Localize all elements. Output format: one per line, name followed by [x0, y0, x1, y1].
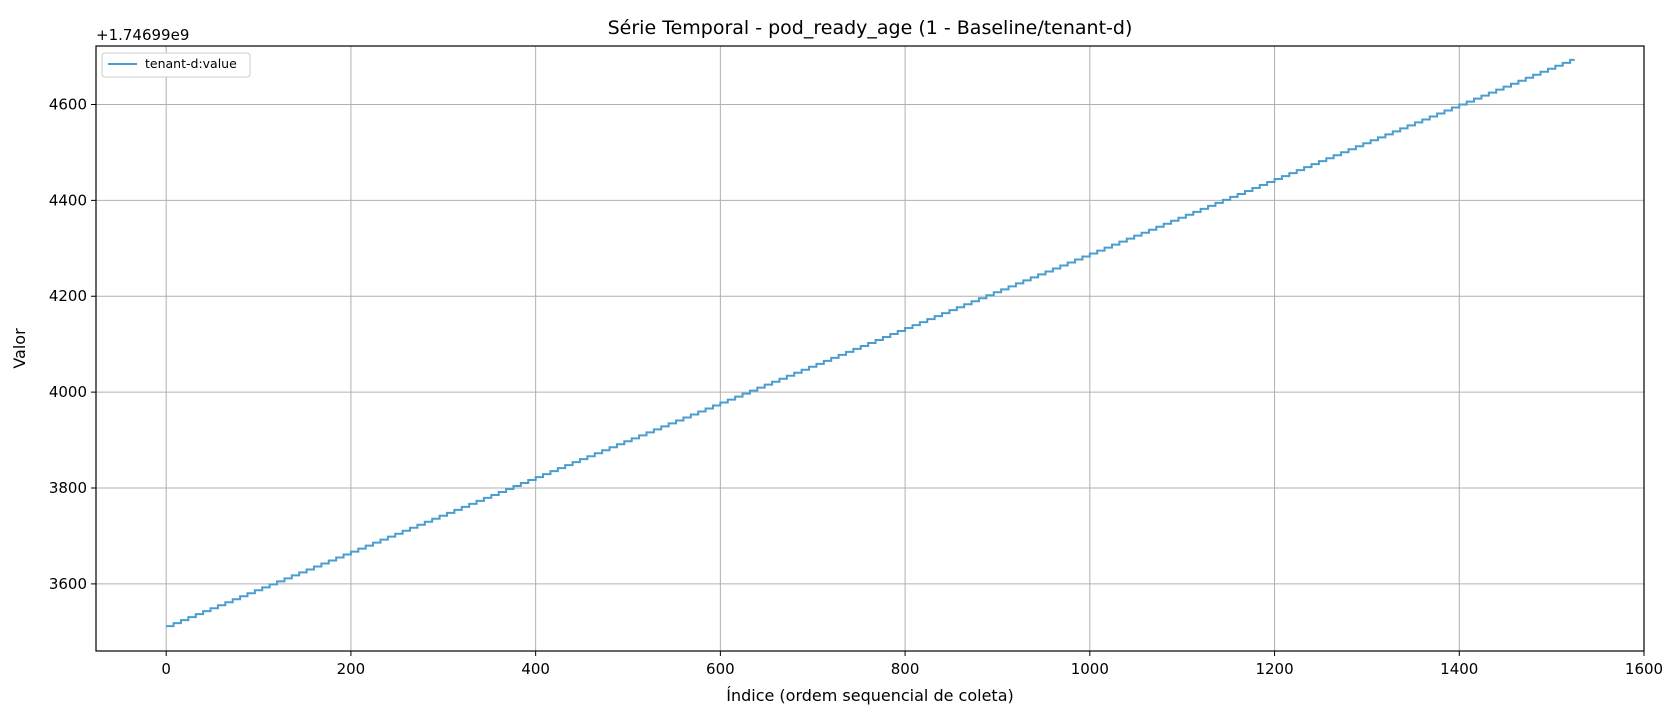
y-axis-offset-label: +1.74699e9 [96, 26, 189, 44]
y-axis-label: Valor [10, 328, 29, 369]
x-tick-label: 200 [337, 660, 366, 678]
series-line-tenant-d-value [166, 58, 1575, 628]
x-tick-label: 1200 [1255, 660, 1293, 678]
y-tick-label: 3800 [49, 479, 87, 497]
grid-layer [96, 46, 1645, 651]
x-tick-label: 1000 [1071, 660, 1109, 678]
chart-title: Série Temporal - pod_ready_age (1 - Base… [608, 17, 1133, 39]
x-tick-label: 1400 [1440, 660, 1478, 678]
y-tick-label: 3600 [49, 575, 87, 593]
y-tick-label: 4600 [49, 95, 87, 113]
x-tick-label: 600 [706, 660, 735, 678]
y-tick-label: 4400 [49, 191, 87, 209]
x-axis-label: Índice (ordem sequencial de coleta) [726, 686, 1014, 705]
x-tick-label: 0 [161, 660, 171, 678]
y-ticks: 3600 3800 4000 4200 4400 4600 [49, 95, 96, 593]
x-tick-label: 800 [891, 660, 920, 678]
legend-box [101, 52, 251, 78]
legend-entry-label: tenant-d:value [145, 56, 237, 71]
x-tick-label: 400 [521, 660, 550, 678]
x-tick-label: 1600 [1625, 660, 1663, 678]
legend: tenant-d:value [101, 52, 251, 78]
plot-frame [95, 45, 1645, 652]
x-ticks: 0 200 400 600 800 1000 1200 1400 1600 [161, 651, 1663, 678]
y-tick-label: 4000 [49, 383, 87, 401]
series-layer [166, 58, 1575, 628]
y-tick-label: 4200 [49, 287, 87, 305]
